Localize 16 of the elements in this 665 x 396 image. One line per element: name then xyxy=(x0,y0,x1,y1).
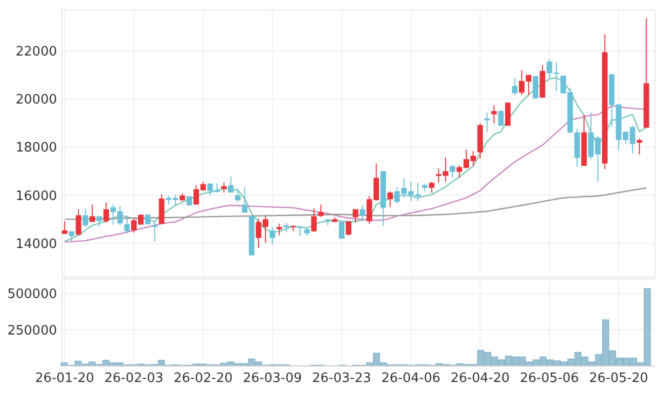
y-tick-label: 500000 xyxy=(7,287,57,302)
x-tick-label: 26-05-20 xyxy=(589,371,648,386)
y-tick-label: 250000 xyxy=(7,323,57,338)
x-tick-label: 26-02-03 xyxy=(104,371,164,386)
x-tick-label: 26-04-20 xyxy=(450,371,510,386)
y-tick-label: 20000 xyxy=(16,92,57,108)
x-tick-label: 26-03-09 xyxy=(242,371,302,386)
x-tick-label: 26-03-23 xyxy=(312,371,372,386)
x-tick-label: 26-05-06 xyxy=(520,371,579,386)
x-tick-label: 26-02-20 xyxy=(174,371,233,386)
y-tick-label: 14000 xyxy=(16,236,57,252)
y-tick-label: 22000 xyxy=(16,44,57,60)
x-tick-label: 26-04-06 xyxy=(381,371,440,386)
y-tick-label: 18000 xyxy=(16,140,57,156)
y-tick-label: 16000 xyxy=(16,188,57,204)
x-tick-label: 26-01-20 xyxy=(35,371,94,386)
